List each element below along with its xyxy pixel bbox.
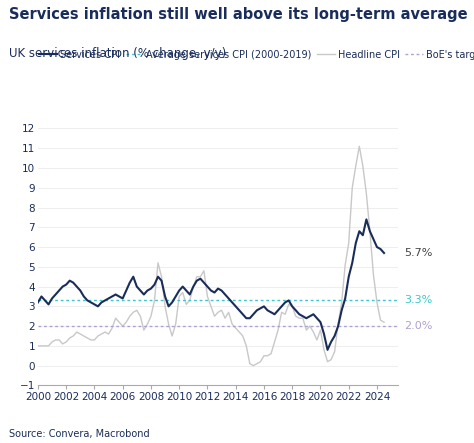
- Text: Source: Convera, Macrobond: Source: Convera, Macrobond: [9, 428, 150, 439]
- Text: 5.7%: 5.7%: [404, 248, 433, 258]
- Text: UK services inflation (% change, y/y): UK services inflation (% change, y/y): [9, 47, 227, 59]
- Legend: Services CPI, Average services CPI (2000-2019), Headline CPI, BoE's target: Services CPI, Average services CPI (2000…: [36, 46, 474, 64]
- Text: Services inflation still well above its long-term average: Services inflation still well above its …: [9, 7, 468, 22]
- Text: 3.3%: 3.3%: [404, 295, 433, 305]
- Text: 2.0%: 2.0%: [404, 321, 433, 331]
